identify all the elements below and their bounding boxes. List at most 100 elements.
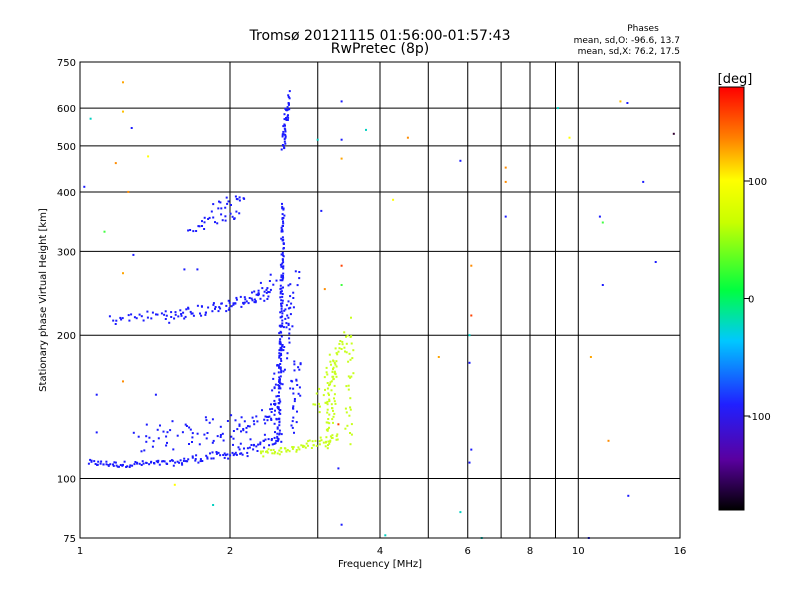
data-point xyxy=(267,448,270,451)
data-point xyxy=(334,363,337,366)
data-point xyxy=(253,290,256,293)
data-point xyxy=(266,298,269,300)
data-point xyxy=(185,425,188,427)
data-point xyxy=(155,313,157,316)
data-point xyxy=(278,382,281,384)
data-point xyxy=(270,419,273,421)
data-point xyxy=(227,200,230,203)
data-point xyxy=(216,222,219,225)
data-point xyxy=(333,384,336,387)
data-point xyxy=(161,460,164,463)
data-point xyxy=(281,262,284,265)
data-point xyxy=(131,464,134,467)
data-point xyxy=(333,393,336,396)
data-point xyxy=(329,439,332,442)
data-point xyxy=(174,461,177,464)
data-point xyxy=(285,117,287,119)
data-point xyxy=(278,432,281,435)
data-point xyxy=(263,433,266,436)
data-point xyxy=(263,418,266,421)
data-point xyxy=(266,415,268,418)
data-point xyxy=(288,103,290,106)
data-point xyxy=(287,284,290,287)
data-point xyxy=(196,268,199,271)
data-point xyxy=(326,411,329,414)
data-point xyxy=(280,440,283,443)
data-point xyxy=(238,196,241,199)
data-point xyxy=(163,313,166,316)
data-point xyxy=(281,230,284,233)
data-point xyxy=(284,124,286,127)
data-point xyxy=(226,420,229,422)
data-point xyxy=(276,432,279,435)
data-point xyxy=(324,441,327,444)
data-point xyxy=(332,409,334,412)
data-point xyxy=(240,430,242,433)
data-point xyxy=(470,448,473,451)
data-point xyxy=(247,425,249,428)
data-point xyxy=(292,392,295,395)
data-point xyxy=(206,432,209,434)
data-point xyxy=(235,210,238,213)
data-point xyxy=(261,287,264,290)
data-point xyxy=(325,371,328,374)
data-point xyxy=(282,265,285,268)
data-point xyxy=(292,291,295,294)
colorbar-label: [deg] xyxy=(718,72,753,87)
data-point xyxy=(336,433,339,436)
data-point xyxy=(348,414,351,417)
data-point xyxy=(601,284,604,286)
data-point xyxy=(279,330,282,333)
data-point xyxy=(237,446,240,449)
x-tick-label: 8 xyxy=(527,546,533,557)
data-point xyxy=(251,416,254,419)
x-tick-label: 6 xyxy=(465,546,471,557)
data-point xyxy=(195,454,198,457)
data-point xyxy=(288,450,291,453)
data-point xyxy=(261,409,263,412)
data-point xyxy=(277,438,280,440)
data-point xyxy=(212,457,215,460)
data-point xyxy=(165,435,168,438)
data-point xyxy=(326,421,329,424)
data-point xyxy=(206,457,209,460)
data-point xyxy=(282,133,284,136)
data-point xyxy=(183,457,186,460)
data-point xyxy=(286,357,289,360)
data-point xyxy=(128,319,131,322)
x-tick-label: 1 xyxy=(77,546,83,557)
data-point xyxy=(181,462,183,465)
data-point xyxy=(174,311,177,314)
data-point xyxy=(265,291,268,294)
data-point xyxy=(270,417,273,420)
data-point xyxy=(230,414,233,417)
data-point xyxy=(470,314,473,317)
data-point xyxy=(140,450,143,453)
data-point xyxy=(146,316,149,319)
data-point xyxy=(281,278,284,281)
data-point xyxy=(288,328,291,331)
data-point xyxy=(305,442,308,445)
data-point xyxy=(243,197,246,200)
data-point xyxy=(341,340,344,343)
data-point xyxy=(288,337,291,340)
data-point xyxy=(107,464,110,467)
data-point xyxy=(288,332,291,335)
data-point xyxy=(268,291,271,294)
x-tick-label: 2 xyxy=(227,546,233,557)
data-point xyxy=(468,334,471,337)
data-point xyxy=(220,207,223,210)
data-point xyxy=(266,287,269,290)
data-point xyxy=(328,400,331,403)
data-point xyxy=(289,313,292,316)
data-point xyxy=(349,406,352,409)
data-point xyxy=(274,403,276,406)
data-point xyxy=(233,218,236,220)
data-point xyxy=(216,435,219,438)
data-point xyxy=(281,213,284,216)
data-point xyxy=(156,313,159,316)
data-point xyxy=(278,411,281,414)
data-point xyxy=(281,315,284,318)
data-point xyxy=(349,397,352,400)
data-point xyxy=(262,294,265,297)
